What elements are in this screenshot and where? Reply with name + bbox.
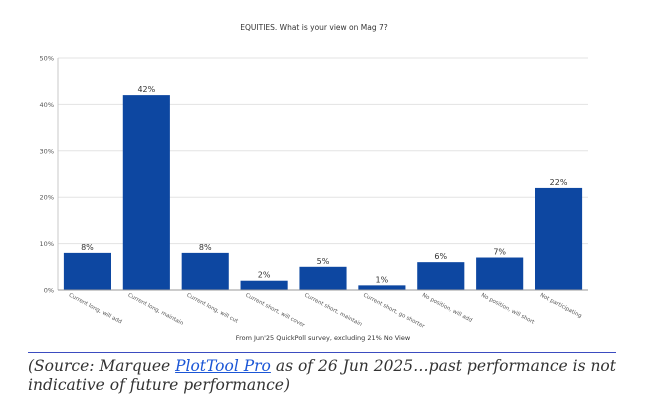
bar-value-label: 42%	[137, 85, 155, 94]
bar-value-label: 22%	[550, 178, 568, 187]
source-divider	[28, 352, 616, 353]
bar-value-label: 8%	[81, 243, 94, 252]
y-tick-label: 40%	[40, 101, 54, 109]
source-prefix: (Source: Marquee	[28, 357, 176, 375]
bar-value-label: 5%	[317, 257, 330, 266]
y-tick-label: 50%	[40, 55, 54, 63]
x-axis-label: From Jun'25 QuickPoll survey, excluding …	[236, 334, 411, 342]
x-axis-ticks: Current long, will add Current long, main…	[68, 292, 583, 330]
category-label: Current short, go shorter	[362, 292, 426, 330]
bar-value-label: 8%	[199, 243, 212, 252]
chart-title: EQUITIES. What is your view on Mag 7?	[240, 23, 387, 32]
category-label: Not participating	[539, 292, 583, 319]
bar-value-label: 6%	[434, 252, 447, 261]
category-label: Current long, will cut	[185, 292, 239, 325]
y-tick-label: 0%	[44, 287, 54, 295]
bar-value-label: 7%	[493, 248, 506, 257]
bar	[299, 266, 347, 290]
bar	[358, 285, 406, 290]
bar-value-label: 1%	[376, 275, 389, 284]
bar	[122, 95, 170, 291]
bar	[417, 262, 465, 290]
source-note: (Source: Marquee PlotTool Pro as of 26 J…	[28, 357, 628, 395]
bar-value-label: 2%	[258, 271, 271, 280]
bar-chart: EQUITIES. What is your view on Mag 7? 0%…	[40, 23, 588, 342]
plottool-pro-link[interactable]: PlotTool Pro	[175, 357, 271, 375]
bar	[535, 187, 583, 290]
category-label: No position, will short	[480, 292, 536, 326]
y-axis-ticks: 0% 10% 20% 30% 40% 50%	[40, 55, 54, 295]
y-tick-label: 20%	[40, 194, 54, 202]
chart-area: EQUITIES. What is your view on Mag 7? 0%…	[40, 23, 588, 342]
category-label: No position, will add	[421, 292, 473, 323]
source-suffix: as of 26 Jun 2025…past performance is no…	[28, 357, 616, 394]
bar	[476, 257, 524, 290]
bar	[63, 252, 111, 290]
y-tick-label: 10%	[40, 240, 54, 248]
bar	[240, 280, 288, 290]
bars	[63, 95, 583, 291]
y-tick-label: 30%	[40, 147, 54, 155]
data-labels: 8% 42% 8% 2% 5% 1% 6% 7% 22%	[81, 85, 568, 284]
bar	[181, 252, 229, 290]
category-label: Current long, maintain	[127, 292, 185, 327]
category-label: Current short, maintain	[303, 292, 363, 328]
category-label: Current short, will cover	[244, 292, 306, 329]
category-label: Current long, will add	[68, 292, 123, 325]
